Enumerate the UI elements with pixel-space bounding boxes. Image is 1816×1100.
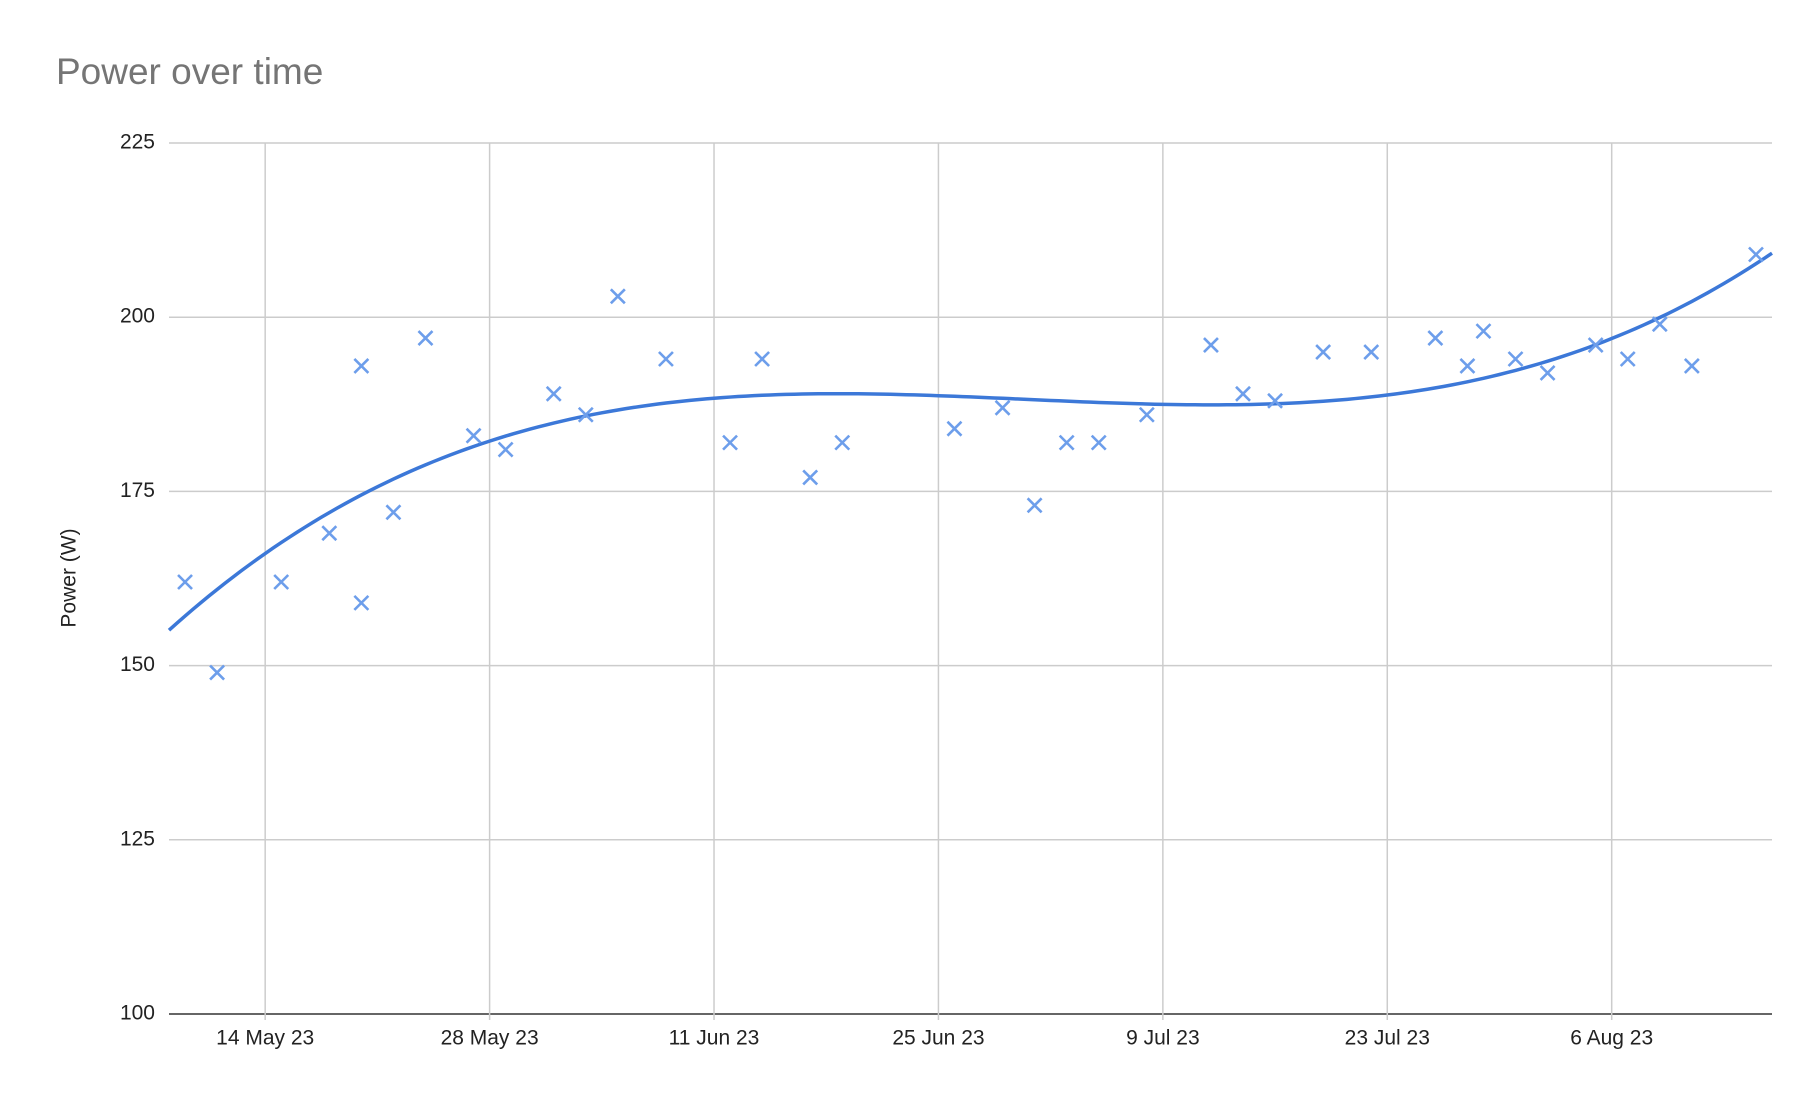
point: [321, 525, 338, 542]
trendline: [167, 251, 1773, 632]
y-tick-label: 225: [120, 131, 155, 154]
chart-title: Power over time: [56, 51, 323, 92]
x-tick-label: 6 Aug 23: [1570, 1027, 1653, 1050]
x-tick-label: 23 Jul 23: [1345, 1027, 1430, 1050]
y-tick-label: 150: [120, 653, 155, 676]
point: [994, 399, 1011, 416]
point: [1507, 351, 1524, 367]
point: [1459, 358, 1476, 374]
x-tick-label: 9 Jul 23: [1126, 1027, 1200, 1050]
point: [385, 504, 402, 521]
point: [1315, 344, 1332, 360]
y-tick-label: 175: [120, 479, 155, 502]
point: [834, 434, 851, 451]
point: [209, 664, 226, 681]
point: [353, 358, 370, 374]
point: [658, 351, 674, 367]
point: [353, 594, 370, 611]
point: [1619, 351, 1636, 367]
point: [1090, 434, 1107, 451]
point: [1267, 392, 1283, 409]
point: [1427, 330, 1444, 347]
point: [722, 434, 738, 451]
x-tick-label: 28 May 23: [441, 1027, 539, 1050]
x-tick-label: 14 May 23: [216, 1027, 314, 1050]
point: [577, 406, 594, 423]
point: [1058, 434, 1075, 451]
point: [1363, 344, 1380, 360]
point: [946, 420, 963, 437]
point: [1651, 316, 1668, 333]
point: [609, 288, 626, 305]
x-tick-label: 11 Jun 23: [669, 1027, 760, 1050]
point: [1475, 323, 1492, 340]
point: [1539, 365, 1556, 381]
point: [497, 441, 514, 458]
point: [465, 427, 482, 444]
point: [1748, 246, 1764, 263]
y-tick-label: 125: [120, 827, 155, 850]
point: [1683, 358, 1700, 374]
point: [802, 469, 819, 486]
point: [1587, 337, 1604, 353]
point: [754, 351, 771, 367]
point: [1235, 385, 1251, 402]
point: [1026, 497, 1043, 514]
point: [417, 330, 434, 347]
point: [545, 385, 562, 402]
point: [1138, 406, 1155, 423]
y-tick-label: 200: [120, 305, 155, 328]
y-tick-label: 100: [120, 1002, 155, 1025]
point: [1203, 337, 1219, 353]
y-axis-label: Power (W): [58, 528, 81, 627]
point: [273, 574, 290, 590]
point: [177, 574, 193, 590]
x-tick-label: 25 Jun 23: [892, 1027, 984, 1050]
